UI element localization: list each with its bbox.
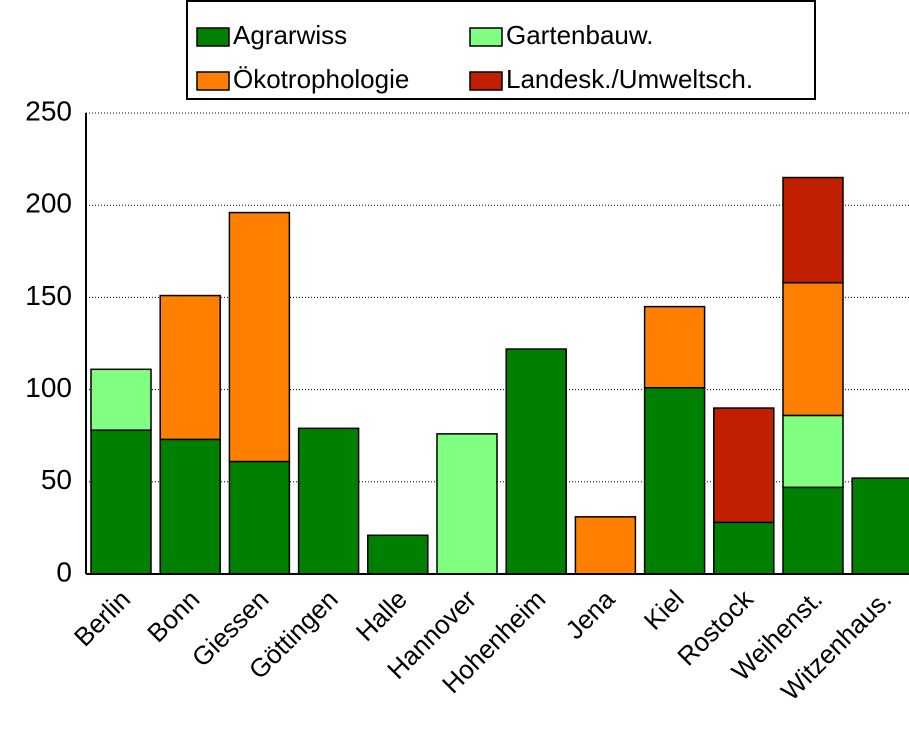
x-tick-label: Halle: [350, 584, 413, 647]
x-tick-label: Berlin: [68, 584, 136, 652]
legend-label: Landesk./Umweltsch.: [506, 64, 753, 94]
bar-segment: [228, 460, 291, 575]
bar-segment: [782, 176, 844, 284]
bar-segment: [713, 521, 775, 575]
y-tick-label: 150: [25, 280, 72, 311]
bar-segment: [574, 516, 637, 575]
bar-segment: [297, 427, 360, 575]
bar-segment: [90, 429, 152, 575]
bar-segment: [159, 294, 221, 441]
legend-swatch: [469, 27, 503, 47]
legend-swatch: [469, 71, 503, 91]
bar-segment: [782, 486, 844, 575]
plot: [86, 112, 909, 575]
bar-segment: [782, 281, 844, 417]
bar-segment: [851, 477, 909, 575]
bar-segment: [782, 414, 844, 489]
bar-segment: [505, 348, 567, 575]
y-tick-label: 50: [41, 464, 72, 495]
y-tick-label: 0: [56, 556, 72, 587]
bar-segment: [90, 368, 152, 431]
legend-label: Agrarwiss: [233, 20, 347, 50]
legend-swatch: [196, 27, 230, 47]
y-tick-label: 250: [25, 95, 72, 126]
legend-swatch: [196, 71, 230, 91]
bar-segment: [643, 387, 706, 575]
bar-segment: [228, 211, 291, 463]
bar-segment: [367, 534, 429, 575]
legend-label: Gartenbauw.: [506, 20, 653, 50]
bar-segment: [159, 438, 221, 575]
bar-segment: [643, 305, 706, 389]
legend-label: Ökotrophologie: [233, 64, 409, 94]
x-tick-label: Jena: [559, 584, 620, 645]
bar-segment: [713, 407, 775, 524]
y-tick-label: 200: [25, 188, 72, 219]
y-tick-label: 100: [25, 372, 72, 403]
bar-segment: [436, 433, 498, 575]
x-tick-label: Kiel: [638, 584, 690, 636]
x-tick-label: Bonn: [141, 584, 205, 648]
